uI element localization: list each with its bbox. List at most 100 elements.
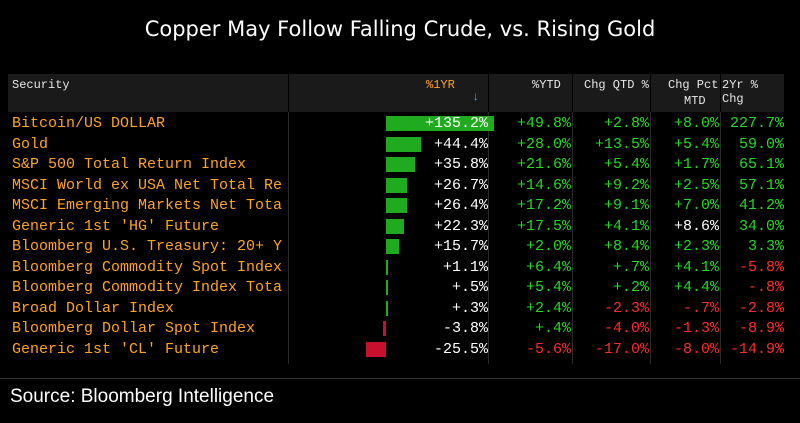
grid-line bbox=[488, 112, 489, 364]
security-name[interactable]: MSCI Emerging Markets Net Tota bbox=[12, 197, 283, 214]
security-name[interactable]: Bitcoin/US DOLLAR bbox=[12, 115, 166, 132]
table-header: Security %1YR ↓ %YTD Chg QTD % Chg Pct M… bbox=[8, 74, 784, 112]
col-mtd-header-l2: MTD bbox=[684, 94, 706, 108]
cell-ytd: +5.4% bbox=[525, 279, 571, 296]
cell-mtd: +7.0% bbox=[673, 197, 719, 214]
cell-qtd: -4.0% bbox=[603, 320, 649, 337]
chart-title: Copper May Follow Falling Crude, vs. Ris… bbox=[0, 0, 800, 60]
cell-2yr: 41.2% bbox=[738, 197, 784, 214]
cell-2yr: 57.1% bbox=[738, 176, 784, 194]
performance-bar bbox=[386, 198, 408, 213]
cell-1yr: +1.1% bbox=[442, 258, 488, 276]
table-row[interactable]: Bloomberg Dollar Spot Index -3.8% +.4% -4.0… bbox=[8, 319, 784, 340]
divider bbox=[0, 378, 800, 379]
security-name[interactable]: Broad Dollar Index bbox=[12, 299, 175, 317]
table-row[interactable]: Bloomberg U.S. Treasury: 20+ Y +15.7% +2.0… bbox=[8, 237, 784, 258]
cell-ytd: +28.0% bbox=[516, 135, 571, 153]
performance-bar bbox=[386, 177, 408, 193]
cell-mtd: +8.6% bbox=[673, 217, 719, 235]
table-row[interactable]: Generic 1st 'CL' Future -25.5% -5.6% -17.0%… bbox=[8, 340, 784, 361]
grid-line bbox=[288, 112, 289, 364]
cell-2yr: -.8% bbox=[747, 279, 784, 296]
security-name[interactable]: Bloomberg U.S. Treasury: 20+ Y bbox=[12, 238, 283, 255]
security-name[interactable]: Bloomberg Dollar Spot Index bbox=[12, 320, 256, 337]
security-name[interactable]: MSCI World ex USA Net Total Re bbox=[12, 176, 283, 194]
cell-ytd: +49.8% bbox=[516, 115, 571, 132]
table-row[interactable]: Gold +44.4% +28.0% +13.5% +5.4% 59.0% bbox=[8, 135, 784, 156]
cell-ytd: +.4% bbox=[534, 320, 571, 337]
col-2yr-header[interactable]: 2Yr % Chg bbox=[722, 78, 759, 106]
col-mtd-header-l1[interactable]: Chg Pct bbox=[668, 78, 719, 92]
grid-line bbox=[650, 112, 651, 364]
cell-2yr: 59.0% bbox=[738, 135, 784, 153]
cell-2yr: 34.0% bbox=[738, 217, 784, 235]
col-security-header[interactable]: Security bbox=[12, 78, 70, 92]
cell-qtd: -17.0% bbox=[594, 340, 649, 358]
cell-2yr: 3.3% bbox=[747, 238, 784, 255]
cell-ytd: +17.5% bbox=[516, 217, 571, 235]
cell-ytd: +14.6% bbox=[516, 176, 571, 194]
table-row[interactable]: Broad Dollar Index +.3% +2.4% -2.3% -.7% -2.8… bbox=[8, 299, 784, 320]
table-row[interactable]: Bloomberg Commodity Spot Index +1.1% +6.4%… bbox=[8, 258, 784, 279]
cell-mtd: +5.4% bbox=[673, 135, 719, 153]
performance-bar bbox=[365, 341, 386, 357]
cell-mtd: +1.7% bbox=[673, 156, 719, 173]
table-row[interactable]: S&P 500 Total Return Index +35.8% +21.6% +5… bbox=[8, 155, 784, 176]
cell-1yr: -3.8% bbox=[442, 320, 488, 337]
cell-1yr: +26.7% bbox=[433, 176, 488, 194]
cell-mtd: +2.3% bbox=[673, 238, 719, 255]
cell-ytd: +21.6% bbox=[516, 156, 571, 173]
cell-mtd: -.7% bbox=[682, 299, 719, 317]
cell-1yr: +35.8% bbox=[433, 156, 488, 173]
cell-2yr: 227.7% bbox=[729, 115, 784, 132]
security-name[interactable]: S&P 500 Total Return Index bbox=[12, 156, 247, 173]
cell-ytd: +17.2% bbox=[516, 197, 571, 214]
cell-1yr: +.5% bbox=[451, 279, 488, 296]
table-row[interactable]: MSCI Emerging Markets Net Tota +26.4% +17.… bbox=[8, 196, 784, 217]
cell-1yr: +44.4% bbox=[433, 135, 488, 153]
performance-bar bbox=[386, 280, 388, 295]
performance-bar bbox=[382, 321, 386, 336]
col-divider bbox=[720, 74, 721, 112]
col-qtd-header[interactable]: Chg QTD % bbox=[584, 78, 649, 92]
table-row[interactable]: MSCI World ex USA Net Total Re +26.7% +14.… bbox=[8, 176, 784, 197]
cell-mtd: +4.1% bbox=[673, 258, 719, 276]
table-row[interactable]: Bitcoin/US DOLLAR +135.2% +49.8% +2.8% +8.0%… bbox=[8, 114, 784, 135]
cell-2yr: -5.8% bbox=[738, 258, 784, 276]
performance-bar bbox=[386, 157, 415, 172]
table-row[interactable]: Bloomberg Commodity Index Tota +.5% +5.4% +… bbox=[8, 278, 784, 299]
grid-line bbox=[572, 112, 573, 364]
security-name[interactable]: Generic 1st 'HG' Future bbox=[12, 217, 220, 235]
security-name[interactable]: Bloomberg Commodity Spot Index bbox=[12, 258, 283, 276]
col-divider bbox=[650, 74, 651, 112]
cell-qtd: +9.1% bbox=[603, 197, 649, 214]
cell-qtd: +2.8% bbox=[603, 115, 649, 132]
grid-line bbox=[720, 112, 721, 364]
arrow-down-icon[interactable]: ↓ bbox=[472, 90, 480, 104]
cell-qtd: +4.1% bbox=[603, 217, 649, 235]
cell-qtd: +9.2% bbox=[603, 176, 649, 194]
performance-bar bbox=[386, 239, 399, 254]
col-divider bbox=[572, 74, 573, 112]
performance-bar bbox=[386, 300, 388, 316]
cell-ytd: -5.6% bbox=[525, 340, 571, 358]
col-1yr-header[interactable]: %1YR bbox=[426, 78, 455, 92]
security-name[interactable]: Bloomberg Commodity Index Tota bbox=[12, 279, 283, 296]
security-name[interactable]: Generic 1st 'CL' Future bbox=[12, 340, 220, 358]
cell-qtd: +13.5% bbox=[594, 135, 649, 153]
col-divider bbox=[488, 74, 489, 112]
cell-1yr: -25.5% bbox=[433, 340, 488, 358]
col-divider bbox=[288, 74, 289, 112]
performance-bar bbox=[386, 136, 422, 152]
cell-1yr: +22.3% bbox=[433, 217, 488, 235]
cell-2yr: -14.9% bbox=[729, 340, 784, 358]
cell-mtd: +4.4% bbox=[673, 279, 719, 296]
security-name[interactable]: Gold bbox=[12, 135, 49, 153]
cell-ytd: +2.4% bbox=[525, 299, 571, 317]
table-row[interactable]: Generic 1st 'HG' Future +22.3% +17.5% +4.1%… bbox=[8, 217, 784, 238]
cell-2yr: -2.8% bbox=[738, 299, 784, 317]
col-ytd-header[interactable]: %YTD bbox=[532, 78, 561, 92]
cell-1yr: +15.7% bbox=[433, 238, 488, 255]
cell-2yr: 65.1% bbox=[738, 156, 784, 173]
cell-mtd: -8.0% bbox=[673, 340, 719, 358]
